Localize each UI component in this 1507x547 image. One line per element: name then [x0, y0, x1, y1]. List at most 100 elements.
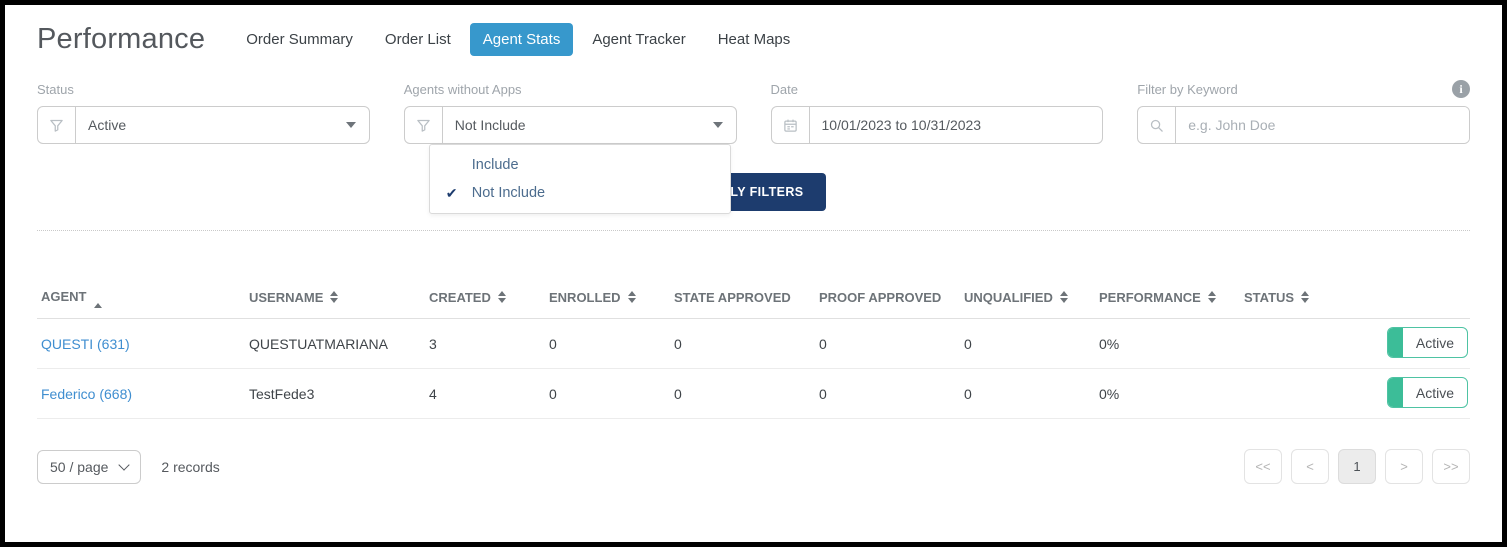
- page-title: Performance: [37, 23, 206, 55]
- date-range-input[interactable]: 10/01/2023 to 10/31/2023: [770, 106, 1104, 144]
- column-header-username[interactable]: USERNAME: [241, 275, 421, 320]
- table-row: QUESTI (631) QUESTUATMARIANA 3 0 0 0 0 0…: [37, 318, 1470, 370]
- unqualified-cell: 0: [956, 368, 1091, 420]
- agents-without-apps-value: Not Include: [454, 117, 526, 133]
- proof-approved-cell: 0: [811, 318, 956, 370]
- table-row: Federico (668) TestFede3 4 0 0 0 0 0% Ac…: [37, 368, 1470, 420]
- status-badge[interactable]: Active: [1386, 377, 1468, 409]
- tab-agent-stats[interactable]: Agent Stats: [469, 23, 574, 56]
- sort-icon: [330, 291, 339, 304]
- records-count: 2 records: [161, 458, 220, 475]
- date-filter-label: Date: [770, 81, 798, 97]
- state-approved-cell: 0: [666, 318, 811, 370]
- pagination-first-button[interactable]: <<: [1244, 449, 1282, 485]
- funnel-icon: [405, 107, 443, 143]
- agent-stats-table-wrap: AGENT USERNAME CREATED ENROLLED STATE AP…: [37, 275, 1470, 420]
- state-approved-cell: 0: [666, 368, 811, 420]
- tab-order-list[interactable]: Order List: [384, 31, 451, 48]
- enrolled-cell: 0: [541, 318, 666, 370]
- keyword-input[interactable]: [1176, 107, 1469, 143]
- tab-agent-tracker[interactable]: Agent Tracker: [592, 31, 686, 48]
- unqualified-cell: 0: [956, 318, 1091, 370]
- info-icon[interactable]: i: [1452, 80, 1470, 98]
- status-badge[interactable]: Active: [1386, 327, 1468, 359]
- sort-icon: [627, 291, 636, 304]
- page-size-select[interactable]: 50 / page: [37, 449, 142, 484]
- column-header-performance[interactable]: PERFORMANCE: [1091, 275, 1236, 320]
- chevron-down-icon: [712, 122, 723, 128]
- keyword-input-group: [1137, 106, 1470, 144]
- column-label: ENROLLED: [549, 289, 621, 305]
- chevron-down-icon: [345, 122, 356, 128]
- filter-bar: Status Active Agents without Apps Not In…: [37, 80, 1470, 214]
- chevron-down-icon: [118, 458, 131, 471]
- column-header-enrolled[interactable]: ENROLLED: [541, 275, 666, 320]
- created-cell: 4: [421, 368, 541, 420]
- pagination-prev-button[interactable]: <: [1291, 449, 1329, 485]
- tab-order-summary[interactable]: Order Summary: [246, 31, 353, 48]
- status-badge-bar: [1387, 378, 1403, 408]
- column-label: PERFORMANCE: [1099, 289, 1201, 305]
- column-label: CREATED: [429, 289, 491, 305]
- pagination-page-1-button[interactable]: 1: [1338, 449, 1376, 485]
- page-size-value: 50 / page: [50, 458, 109, 475]
- agent-stats-page: Performance Order Summary Order List Age…: [5, 5, 1502, 485]
- status-badge-label: Active: [1415, 384, 1454, 401]
- check-icon: ✔: [445, 185, 458, 201]
- status-select-value: Active: [88, 117, 127, 133]
- table-footer: 50 / page 2 records << < 1 > >>: [37, 449, 1470, 485]
- proof-approved-cell: 0: [811, 368, 956, 420]
- column-label: UNQUALIFIED: [964, 289, 1053, 305]
- option-label: Not Include: [471, 185, 546, 201]
- sort-icon: [1059, 291, 1068, 304]
- performance-cell: 0%: [1091, 368, 1236, 420]
- agent-link[interactable]: Federico (668): [41, 385, 133, 402]
- status-filter-label: Status: [37, 81, 74, 97]
- table-header-row: AGENT USERNAME CREATED ENROLLED STATE AP…: [37, 275, 1470, 320]
- section-divider: [37, 230, 1470, 231]
- column-label: PROOF APPROVED: [819, 289, 942, 305]
- dropdown-option-not-include[interactable]: ✔ Not Include: [430, 179, 730, 207]
- agent-link[interactable]: QUESTI (631): [41, 335, 130, 352]
- pagination-next-button[interactable]: >: [1385, 449, 1423, 485]
- option-label: Include: [471, 157, 519, 173]
- date-range-value: 10/01/2023 to 10/31/2023: [821, 117, 982, 133]
- tab-heat-maps[interactable]: Heat Maps: [717, 31, 791, 48]
- funnel-icon: [38, 107, 76, 143]
- status-select[interactable]: Active: [37, 106, 370, 144]
- sort-icon: [497, 291, 506, 304]
- apply-row: APPLY FILTERS: [37, 173, 1470, 211]
- created-cell: 3: [421, 318, 541, 370]
- enrolled-cell: 0: [541, 368, 666, 420]
- column-header-status[interactable]: STATUS: [1236, 275, 1470, 320]
- pagination: << < 1 > >>: [1244, 449, 1470, 485]
- username-cell: QUESTUATMARIANA: [241, 318, 421, 370]
- status-badge-label: Active: [1415, 334, 1454, 351]
- column-label: STATUS: [1244, 289, 1295, 305]
- column-label: AGENT: [41, 289, 87, 304]
- status-filter: Status Active: [37, 80, 370, 144]
- date-filter: Date 10/01/2023 to 10/31/2023: [770, 80, 1104, 144]
- column-header-created[interactable]: CREATED: [421, 275, 541, 320]
- keyword-filter: Filter by Keyword i: [1137, 80, 1470, 144]
- column-header-agent[interactable]: AGENT: [37, 275, 241, 320]
- column-header-proof-approved: PROOF APPROVED: [811, 275, 956, 320]
- column-label: STATE APPROVED: [674, 289, 791, 305]
- tab-bar: Order Summary Order List Agent Stats Age…: [233, 23, 803, 56]
- column-header-unqualified[interactable]: UNQUALIFIED: [956, 275, 1091, 320]
- column-label: USERNAME: [249, 289, 324, 305]
- agents-without-apps-dropdown: Include ✔ Not Include: [428, 144, 731, 214]
- column-header-state-approved: STATE APPROVED: [666, 275, 811, 320]
- status-badge-bar: [1387, 328, 1403, 358]
- search-icon: [1138, 107, 1177, 143]
- agents-without-apps-label: Agents without Apps: [403, 81, 522, 97]
- page-header: Performance Order Summary Order List Age…: [37, 23, 1470, 56]
- sort-icon: [1301, 291, 1310, 304]
- agents-without-apps-select[interactable]: Not Include: [403, 106, 737, 144]
- agent-stats-table: AGENT USERNAME CREATED ENROLLED STATE AP…: [37, 275, 1470, 420]
- username-cell: TestFede3: [241, 368, 421, 420]
- agents-without-apps-filter: Agents without Apps Not Include Include …: [403, 80, 737, 214]
- pagination-last-button[interactable]: >>: [1432, 449, 1470, 485]
- sort-asc-icon: [93, 288, 102, 309]
- dropdown-option-include[interactable]: Include: [430, 151, 730, 179]
